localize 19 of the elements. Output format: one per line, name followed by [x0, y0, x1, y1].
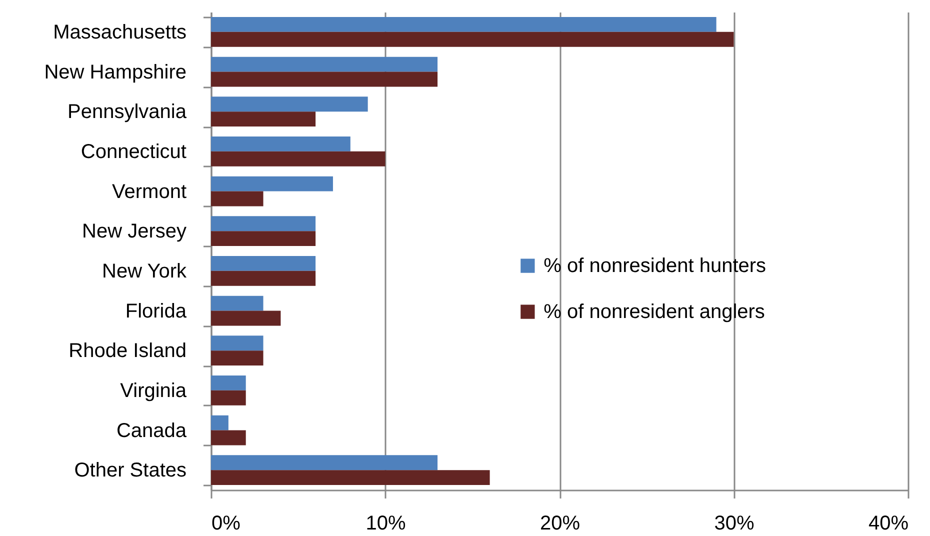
legend-label: % of nonresident anglers	[544, 300, 765, 323]
x-tick-label: 40%	[868, 512, 909, 534]
y-tick-label: New Jersey	[82, 220, 186, 243]
y-tick-label: Vermont	[112, 180, 187, 203]
y-tick-label: Pennsylvania	[68, 101, 188, 124]
y-tick-label: Massachusetts	[53, 21, 186, 44]
x-tick-label: 20%	[540, 512, 580, 534]
legend-label: % of nonresident hunters	[544, 254, 766, 277]
x-tick-label: 0%	[212, 512, 241, 534]
x-tick-label: 30%	[714, 512, 754, 534]
x-tick-label: 10%	[366, 512, 406, 534]
y-tick-label: New Hampshire	[44, 61, 186, 84]
y-tick-label: Other States	[74, 460, 186, 482]
y-tick-label: Florida	[125, 300, 188, 322]
y-tick-label: Canada	[116, 420, 188, 442]
y-tick-label: New York	[102, 260, 188, 282]
y-tick-label: Virginia	[120, 380, 188, 402]
y-tick-label: Connecticut	[80, 140, 187, 163]
y-tick-label: Rhode Island	[68, 340, 186, 362]
